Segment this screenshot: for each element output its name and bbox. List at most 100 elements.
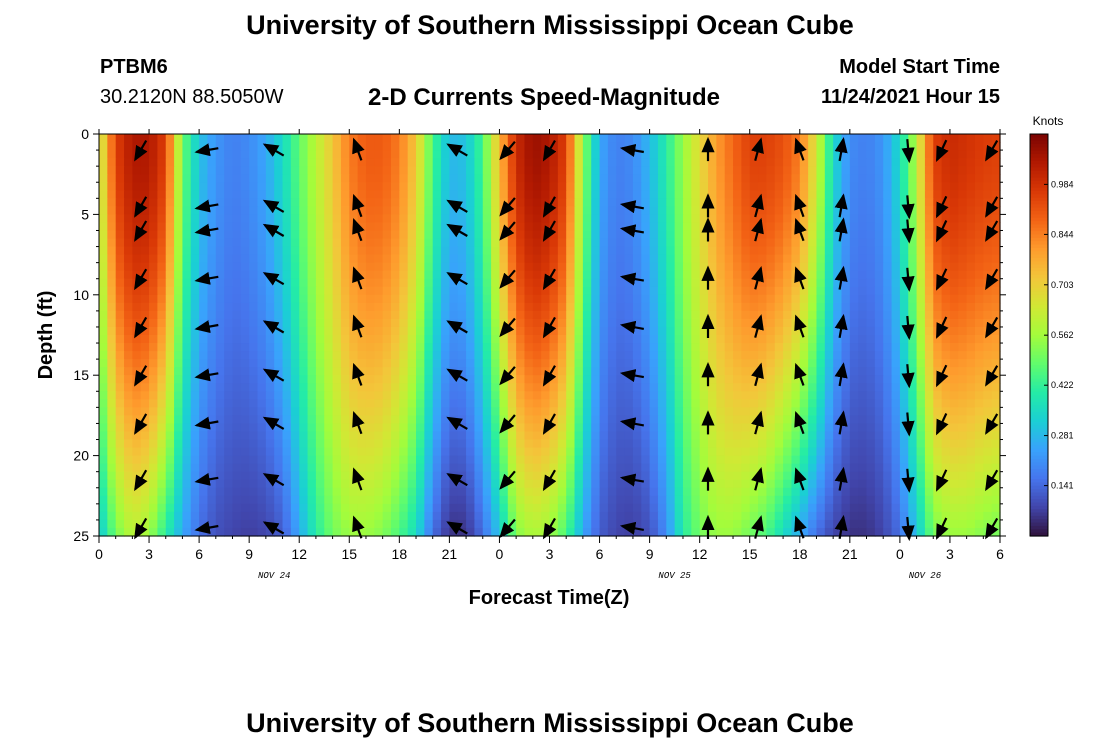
heatmap-cell bbox=[307, 326, 317, 336]
heatmap-cell bbox=[958, 270, 968, 280]
heatmap-cell bbox=[115, 270, 125, 280]
heatmap-cell bbox=[657, 174, 667, 183]
heatmap-cell bbox=[682, 310, 692, 320]
heatmap-cell bbox=[974, 230, 984, 240]
heatmap-cell bbox=[466, 326, 476, 336]
heatmap-cell bbox=[733, 439, 742, 449]
heatmap-cell bbox=[708, 222, 717, 232]
heatmap-cell bbox=[616, 246, 626, 256]
heatmap-cell bbox=[332, 174, 342, 183]
heatmap-cell bbox=[724, 262, 734, 272]
heatmap-cell bbox=[207, 150, 217, 159]
heatmap-cell bbox=[833, 487, 843, 497]
heatmap-cell bbox=[582, 254, 592, 264]
heatmap-cell bbox=[215, 399, 225, 408]
heatmap-cell bbox=[624, 238, 634, 248]
heatmap-cell bbox=[382, 463, 392, 473]
heatmap-cell bbox=[949, 182, 959, 191]
heatmap-cell bbox=[849, 479, 859, 489]
heatmap-cell bbox=[249, 214, 259, 224]
heatmap-cell bbox=[774, 471, 784, 481]
heatmap-cell bbox=[591, 278, 601, 288]
heatmap-cell bbox=[365, 471, 375, 481]
heatmap-cell bbox=[883, 479, 893, 489]
heatmap-cell bbox=[632, 278, 642, 288]
heatmap-cell bbox=[774, 326, 784, 336]
heatmap-cell bbox=[682, 471, 692, 481]
heatmap-cell bbox=[349, 383, 359, 392]
heatmap-cell bbox=[332, 254, 342, 264]
heatmap-cell bbox=[207, 310, 217, 320]
heatmap-cell bbox=[574, 375, 584, 384]
heatmap-cell bbox=[290, 246, 300, 256]
heatmap-cell bbox=[182, 391, 192, 400]
heatmap-cell bbox=[649, 407, 659, 416]
chart-subtitle: 2-D Currents Speed-Magnitude bbox=[368, 84, 721, 111]
heatmap-cell bbox=[983, 302, 993, 312]
heatmap-cell bbox=[315, 174, 325, 183]
heatmap-cell bbox=[115, 310, 125, 320]
heatmap-cell bbox=[557, 439, 567, 449]
heatmap-cell bbox=[157, 455, 167, 465]
heatmap-cell bbox=[799, 158, 809, 167]
heatmap-cell bbox=[149, 286, 158, 296]
heatmap-cell bbox=[924, 262, 934, 272]
heatmap-cell bbox=[966, 270, 976, 280]
heatmap-cell bbox=[749, 262, 759, 272]
heatmap-cell bbox=[240, 431, 250, 441]
heatmap-cell bbox=[399, 383, 409, 392]
heatmap-cell bbox=[557, 383, 567, 392]
heatmap-cell bbox=[382, 375, 392, 384]
heatmap-cell bbox=[891, 383, 901, 392]
heatmap-cell bbox=[858, 471, 868, 481]
heatmap-cell bbox=[924, 238, 934, 248]
heatmap-cell bbox=[432, 318, 442, 328]
heatmap-cell bbox=[390, 174, 400, 183]
heatmap-cell bbox=[441, 391, 450, 400]
heatmap-cell bbox=[991, 495, 1001, 505]
heatmap-cell bbox=[274, 463, 284, 473]
heatmap-cell bbox=[582, 455, 592, 465]
heatmap-cell bbox=[441, 463, 450, 473]
heatmap-cell bbox=[758, 383, 767, 392]
heatmap-cell bbox=[607, 166, 617, 175]
heatmap-cell bbox=[841, 150, 851, 159]
heatmap-cell bbox=[541, 343, 551, 352]
heatmap-cell bbox=[482, 407, 492, 416]
heatmap-cell bbox=[324, 278, 334, 288]
heatmap-cell bbox=[390, 326, 400, 336]
heatmap-cell bbox=[849, 367, 859, 376]
heatmap-cell bbox=[99, 270, 108, 280]
heatmap-cell bbox=[265, 150, 275, 159]
heatmap-cell bbox=[516, 423, 526, 433]
heatmap-cell bbox=[365, 142, 375, 151]
heatmap-cell bbox=[641, 471, 651, 481]
heatmap-cell bbox=[349, 230, 359, 240]
heatmap-cell bbox=[566, 278, 576, 288]
heatmap-cell bbox=[115, 238, 125, 248]
heatmap-cell bbox=[899, 286, 909, 296]
heatmap-cell bbox=[374, 487, 384, 497]
heatmap-cell bbox=[315, 262, 325, 272]
heatmap-cell bbox=[599, 246, 609, 256]
heatmap-cell bbox=[407, 230, 417, 240]
heatmap-cell bbox=[716, 487, 726, 497]
heatmap-cell bbox=[557, 399, 567, 408]
heatmap-cell bbox=[749, 166, 759, 175]
heatmap-cell bbox=[449, 246, 459, 256]
heatmap-cell bbox=[332, 351, 342, 360]
heatmap-cell bbox=[641, 246, 651, 256]
heatmap-cell bbox=[774, 310, 784, 320]
heatmap-cell bbox=[174, 399, 184, 408]
heatmap-cell bbox=[115, 407, 125, 416]
heatmap-cell bbox=[816, 326, 826, 336]
heatmap-cell bbox=[240, 367, 250, 376]
heatmap-cell bbox=[257, 246, 267, 256]
heatmap-cell bbox=[599, 198, 609, 207]
heatmap-cell bbox=[332, 495, 342, 505]
heatmap-cell bbox=[516, 206, 526, 215]
heatmap-cell bbox=[974, 206, 984, 215]
heatmap-cell bbox=[916, 439, 926, 449]
heatmap-cell bbox=[549, 335, 559, 344]
heatmap-cell bbox=[532, 479, 542, 489]
